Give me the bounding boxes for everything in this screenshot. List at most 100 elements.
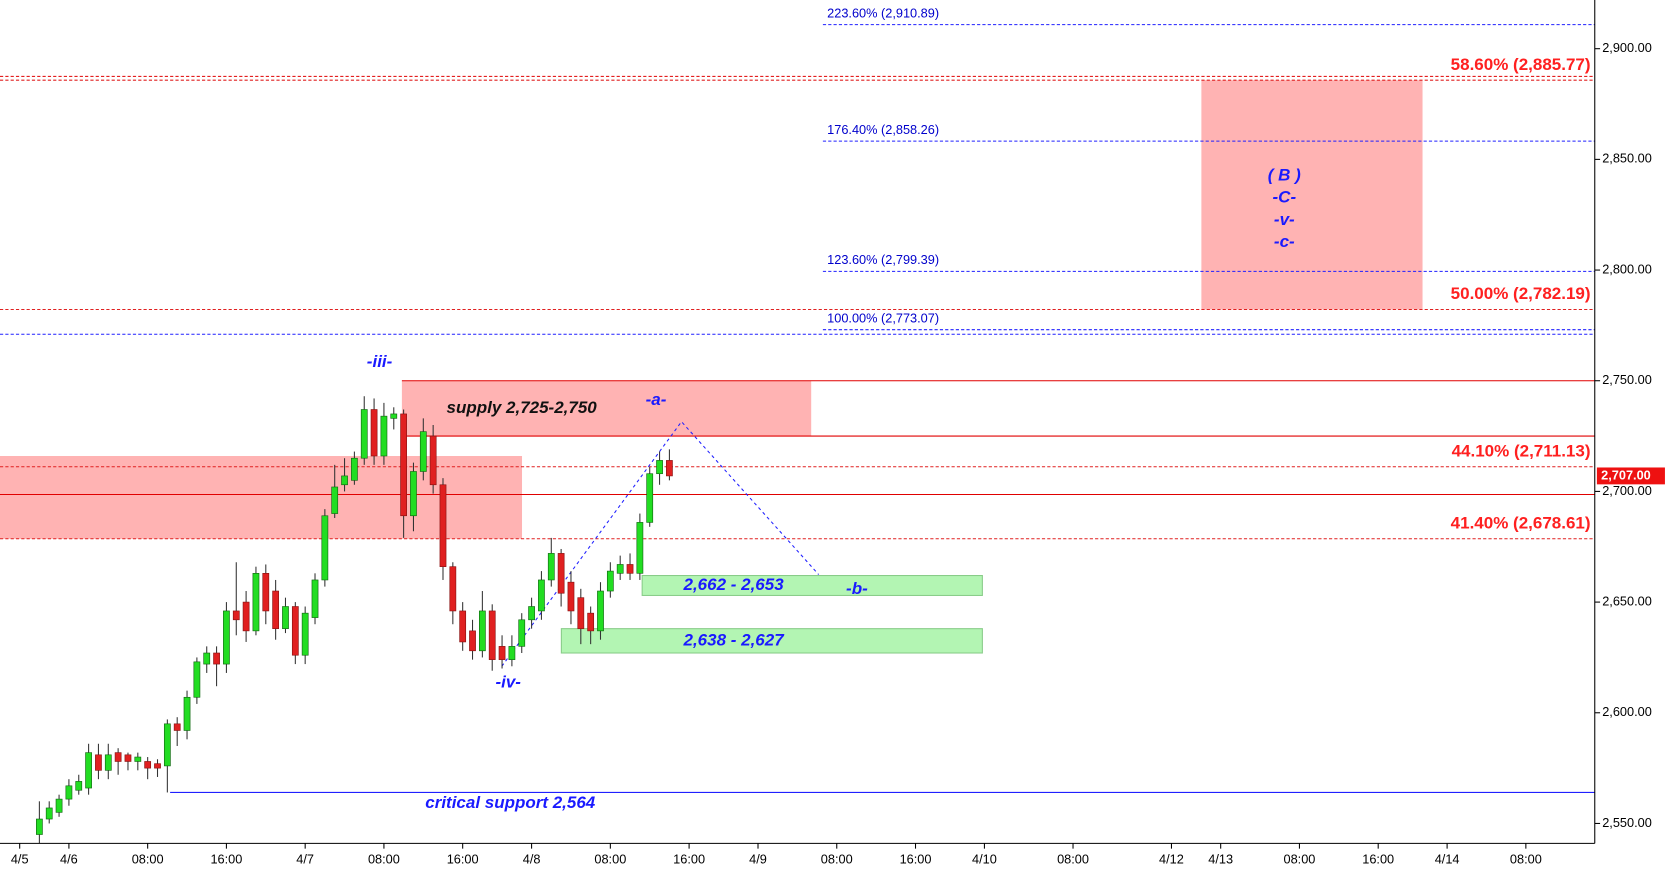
x-tick-label: 4/5 [11, 853, 29, 867]
x-tick-label: 4/6 [60, 853, 78, 867]
candle-body [104, 754, 112, 771]
candle-body [547, 553, 555, 581]
candle-body [587, 612, 595, 632]
zone [641, 575, 983, 596]
candle-body [360, 409, 368, 459]
candle-body [311, 579, 319, 618]
candle-body [429, 435, 437, 486]
candle-body [193, 661, 201, 698]
candle-body [95, 754, 102, 771]
candle-body [400, 413, 407, 517]
candle-body [55, 798, 63, 813]
candle-body [144, 761, 152, 769]
candle-body [45, 807, 53, 820]
candle-body [272, 590, 280, 629]
x-tick-label: 08:00 [368, 853, 400, 867]
candle-body [390, 413, 398, 419]
candle-body [528, 606, 535, 621]
candle-body [449, 566, 457, 612]
retracement-label: 41.40% (2,678.61) [1451, 514, 1591, 533]
candle-body [626, 564, 634, 574]
candle-body [163, 723, 171, 767]
x-tick-label: 08:00 [821, 853, 853, 867]
candle-body [666, 460, 673, 477]
x-tick-label: 08:00 [1510, 853, 1542, 867]
candle-body [85, 752, 92, 789]
candle-body [459, 610, 467, 643]
x-tick-label: 16:00 [673, 853, 705, 867]
candle-body [557, 553, 565, 594]
retracement-label: 58.60% (2,885.77) [1451, 55, 1591, 74]
annotation: -a- [646, 390, 667, 409]
candle-body [341, 475, 348, 486]
y-tick-label: 2,850.00 [1602, 152, 1652, 166]
candle-body [75, 781, 83, 791]
last-price-label: 2,707.00 [1601, 468, 1651, 482]
zone [560, 628, 983, 654]
annotation: -iv- [495, 673, 521, 692]
candle-body [154, 763, 161, 769]
annotation: -C- [1273, 188, 1297, 207]
candle-body [577, 597, 585, 629]
x-tick-label: 08:00 [132, 853, 164, 867]
x-tick-label: 16:00 [210, 853, 242, 867]
candle-body [242, 601, 250, 632]
candle-body [656, 460, 663, 475]
candle-body [380, 415, 388, 457]
y-tick-label: 2,700.00 [1602, 484, 1652, 498]
zone [1201, 80, 1423, 310]
annotation: -iii- [367, 352, 393, 371]
candle-body [282, 606, 289, 629]
candle-body [567, 581, 575, 612]
zone-label: 2,662 - 2,653 [683, 575, 785, 594]
zone [401, 380, 812, 437]
candle-body [173, 723, 181, 731]
x-tick-label: 16:00 [900, 853, 932, 867]
annotation: -b- [846, 579, 868, 598]
candle-body [183, 696, 191, 731]
annotation: critical support 2,564 [425, 793, 596, 812]
y-tick-label: 2,900.00 [1602, 41, 1652, 55]
candle-body [606, 570, 614, 592]
zone-label: 2,638 - 2,627 [683, 630, 786, 649]
x-tick-label: 08:00 [1283, 853, 1315, 867]
x-tick-label: 08:00 [1057, 853, 1089, 867]
candle-body [124, 754, 132, 762]
candle-body [203, 652, 211, 665]
candle-body [488, 610, 496, 660]
candle-body [498, 646, 506, 660]
candle-body [114, 752, 122, 762]
y-tick-label: 2,650.00 [1602, 594, 1652, 608]
retracement-label: 44.10% (2,711.13) [1452, 442, 1591, 461]
candle-body [331, 486, 339, 514]
y-tick-label: 2,800.00 [1602, 262, 1652, 276]
candle-body [291, 606, 299, 656]
candle-body [538, 579, 545, 612]
x-tick-label: 16:00 [447, 853, 479, 867]
candle-body [636, 522, 644, 574]
x-tick-label: 08:00 [594, 853, 626, 867]
candle-body [301, 612, 309, 656]
candle-body [262, 573, 270, 612]
annotation: ( B ) [1268, 166, 1301, 185]
x-tick-label: 4/9 [749, 853, 767, 867]
candle-body [616, 564, 624, 574]
candle-body [223, 610, 230, 665]
candle-body [36, 818, 43, 835]
wave-projection [501, 420, 820, 667]
candle-body [646, 473, 654, 523]
candle-body [252, 573, 260, 632]
fib-label: 123.60% (2,799.39) [827, 253, 939, 267]
annotation: -c- [1274, 232, 1295, 251]
y-tick-label: 2,750.00 [1602, 373, 1652, 387]
candle-body [439, 484, 447, 567]
candle-body [370, 409, 378, 457]
candle-body [65, 785, 73, 800]
fib-label: 176.40% (2,858.26) [827, 123, 939, 137]
x-tick-label: 4/13 [1208, 853, 1233, 867]
x-tick-label: 4/7 [296, 853, 314, 867]
candle-body [232, 610, 240, 621]
fib-label: 223.60% (2,910.89) [827, 6, 939, 20]
x-tick-label: 4/10 [972, 853, 997, 867]
